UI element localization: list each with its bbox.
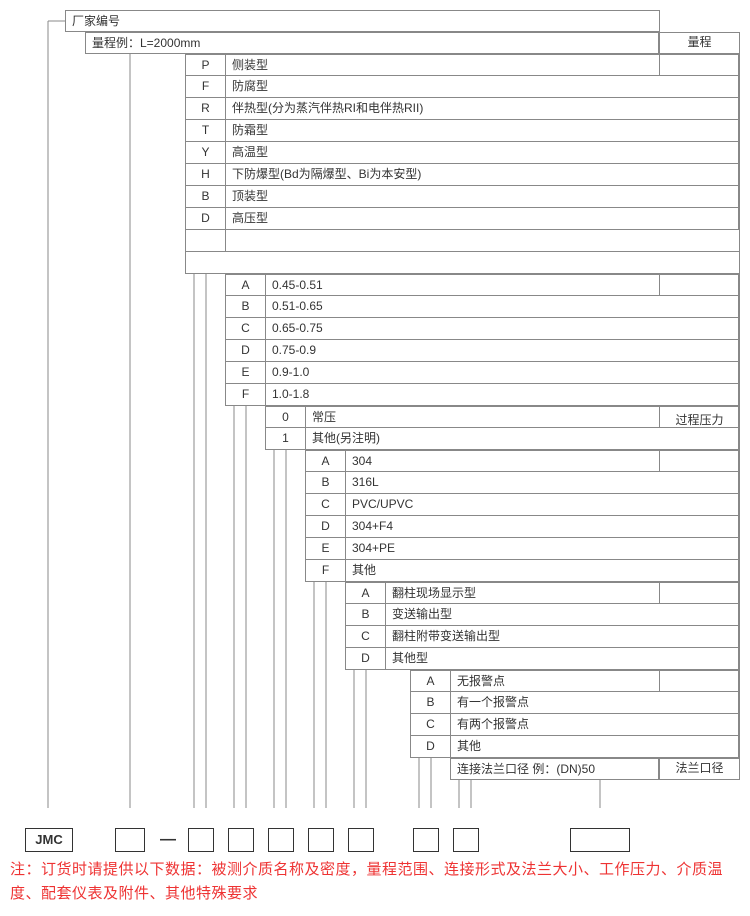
- order-note: 注：订货时请提供以下数据：被测介质名称及密度，量程范围、连接形式及法兰大小、工作…: [10, 858, 740, 906]
- flange-row: 连接法兰口径 例：(DN)50 法兰口径: [450, 758, 740, 780]
- vendor-row: 厂家编号: [65, 10, 660, 32]
- dash-sep: —: [160, 828, 176, 852]
- table-row: H 下防爆型(Bd为隔爆型、Bi为本安型): [185, 164, 740, 186]
- table-row: D 高压型: [185, 208, 740, 230]
- table-row: D 0.75-0.9: [225, 340, 740, 362]
- table-row: A 翻柱现场显示型 显示方式: [345, 582, 740, 604]
- table-row: B 变送输出型: [345, 604, 740, 626]
- table-row: T 防霜型: [185, 120, 740, 142]
- table-row: C 有两个报警点: [410, 714, 740, 736]
- table-row: F 1.0-1.8: [225, 384, 740, 406]
- slot-0[interactable]: JMC: [25, 828, 73, 852]
- table-row: Y 高温型: [185, 142, 740, 164]
- slot-2[interactable]: [188, 828, 214, 852]
- slot-8[interactable]: [453, 828, 479, 852]
- table-row: E 0.9-1.0: [225, 362, 740, 384]
- slot-5[interactable]: [308, 828, 334, 852]
- slot-9[interactable]: [570, 828, 630, 852]
- slot-7[interactable]: [413, 828, 439, 852]
- range-row: 量程例：L=2000mm 量程: [85, 32, 740, 54]
- table-row: B 有一个报警点: [410, 692, 740, 714]
- table-row: C PVC/UPVC: [305, 494, 740, 516]
- slot-1[interactable]: [115, 828, 145, 852]
- table-row: A 0.45-0.51 介质密度 (g/cm³): [225, 274, 740, 296]
- slot-4[interactable]: [268, 828, 294, 852]
- slot-6[interactable]: [348, 828, 374, 852]
- table-row: B 0.51-0.65: [225, 296, 740, 318]
- table-row: D 其他: [410, 736, 740, 758]
- table-row: C 翻柱附带变送输出型: [345, 626, 740, 648]
- table-row: F 其他: [305, 560, 740, 582]
- table-row: R 伴热型(分为蒸汽伴热RI和电伴热RII): [185, 98, 740, 120]
- table-row: B 316L: [305, 472, 740, 494]
- table-row: P 侧装型 基本类型: [185, 54, 740, 76]
- slot-3[interactable]: [228, 828, 254, 852]
- table-row: 0 常压 过程压力 (MPa): [265, 406, 740, 428]
- table-row: D 其他型: [345, 648, 740, 670]
- table-row: B 顶装型: [185, 186, 740, 208]
- table-row: D 304+F4: [305, 516, 740, 538]
- table-row: 1 其他(另注明): [265, 428, 740, 450]
- table-row: E 304+PE: [305, 538, 740, 560]
- table-row: A 304 主体材质: [305, 450, 740, 472]
- table-row: C 0.65-0.75: [225, 318, 740, 340]
- table-row: A 无报警点 报警代号: [410, 670, 740, 692]
- blank-row: [185, 230, 740, 252]
- table-row: F 防腐型: [185, 76, 740, 98]
